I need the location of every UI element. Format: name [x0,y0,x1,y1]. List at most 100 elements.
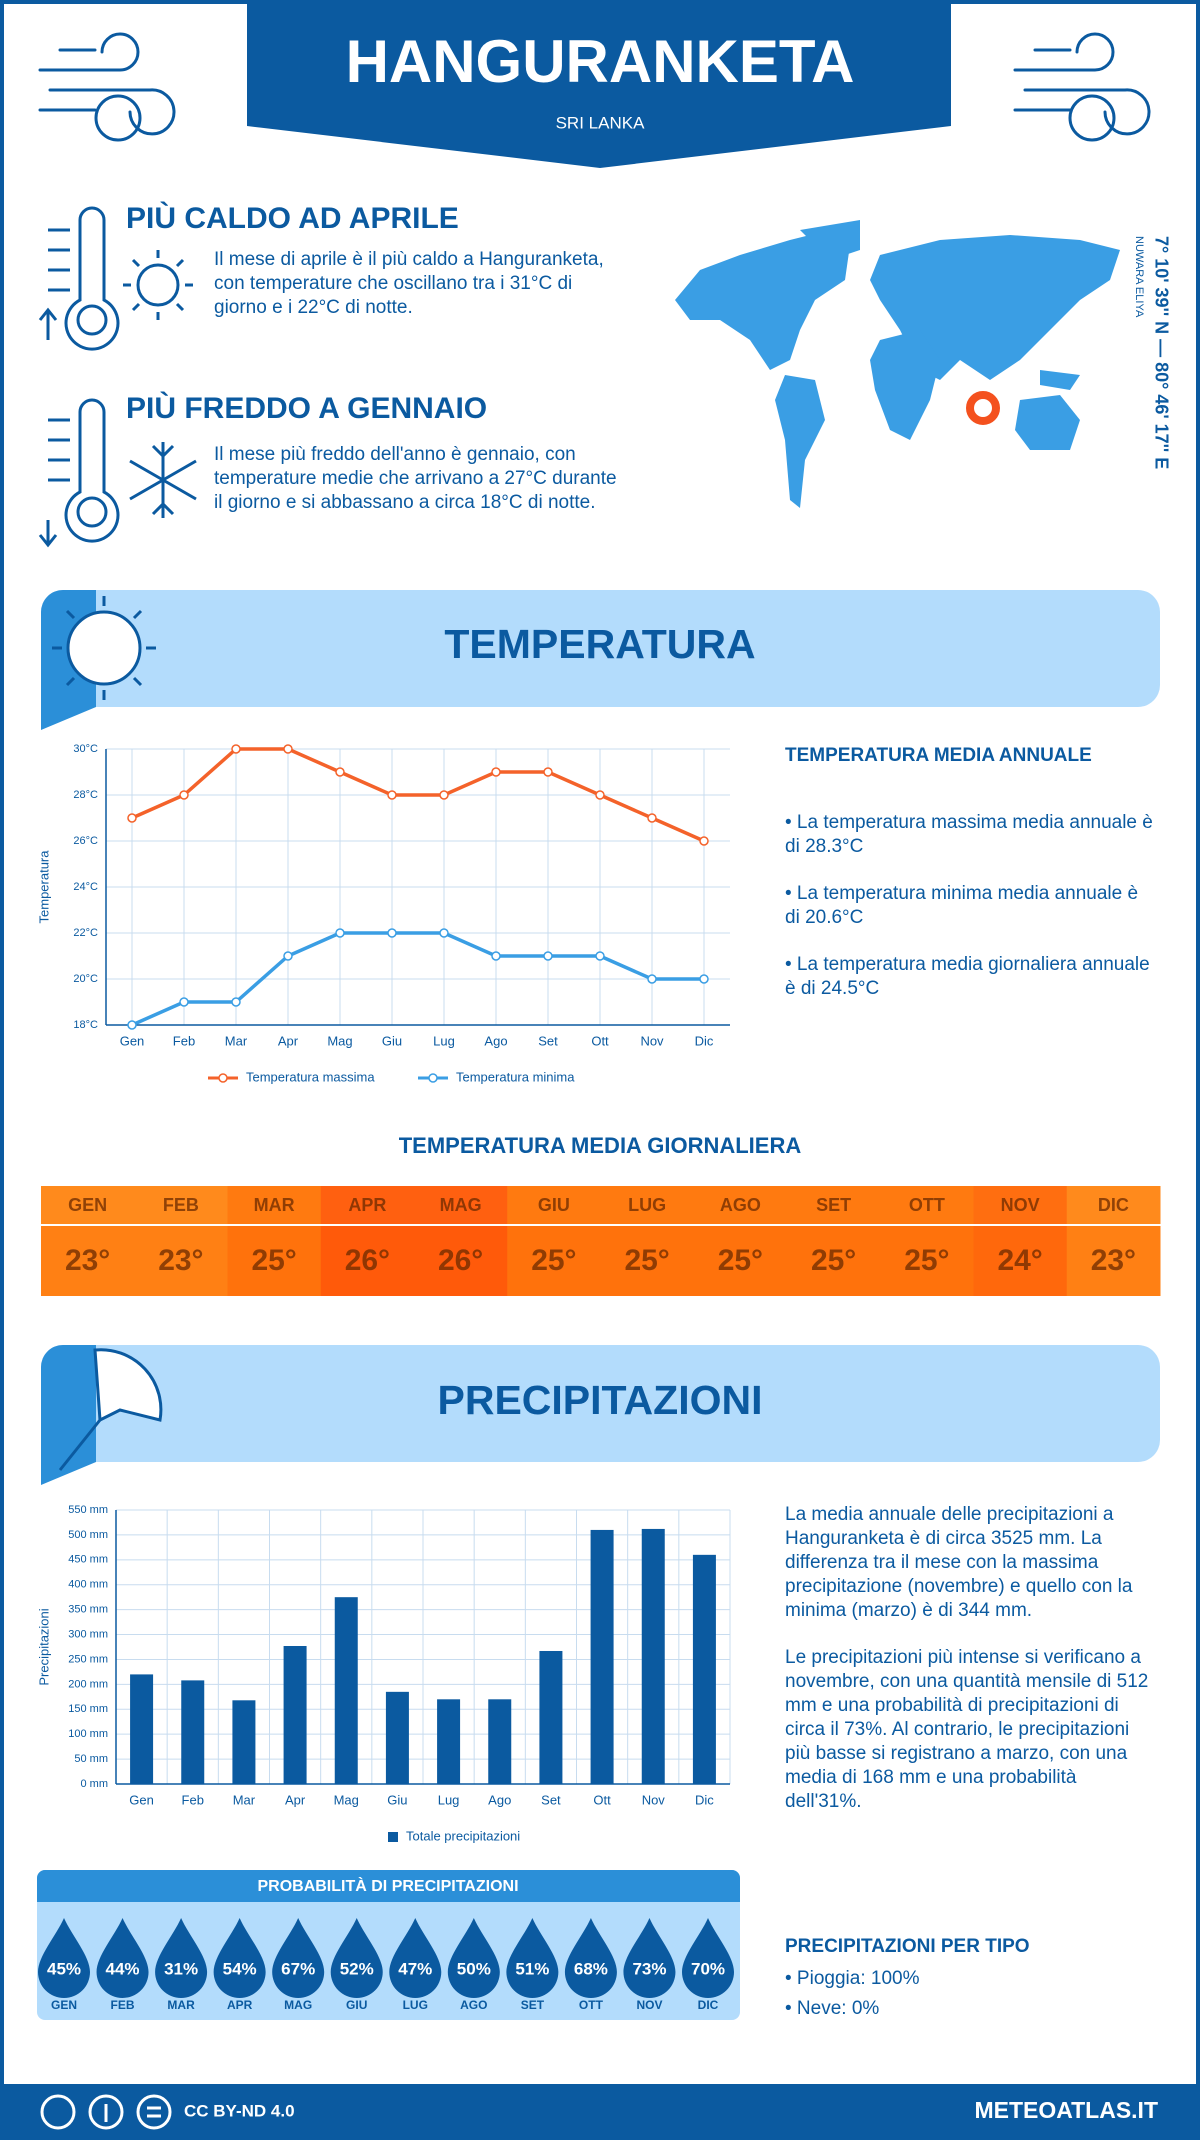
y-tick-label: 550 mm [68,1504,108,1516]
month-label: OTT [579,1998,604,2012]
highlight-title: PIÙ CALDO AD APRILE [126,202,459,235]
month-label: AGO [720,1195,761,1215]
month-label: GIU [346,1998,367,2012]
month-label: FEB [111,1998,135,2012]
probability-header [37,1870,740,1902]
probability-label: 67% [281,1959,315,1978]
value-cell [973,1226,1068,1296]
month-label: APR [227,1998,253,2012]
drop [623,1918,676,1998]
month-label: MAG [284,1998,312,2012]
x-tick-label: Apr [278,1033,299,1048]
bar [385,1691,409,1784]
temperature-label: 26° [345,1244,390,1277]
point [231,744,241,754]
highlight-title: PIÙ FREDDO A GENNAIO [126,392,488,425]
bar [641,1528,665,1784]
drop [506,1918,559,1998]
x-tick-label: Feb [182,1792,204,1807]
temperature-label: 25° [251,1244,296,1277]
y-tick-label: 300 mm [68,1628,108,1640]
x-tick-label: Ott [593,1792,611,1807]
x-tick-label: Mar [225,1033,248,1048]
type-title: PRECIPITAZIONI PER TIPO [785,1936,1030,1957]
month-label: GIU [538,1195,570,1215]
month-label: MAR [167,1998,195,2012]
month-header-cell [693,1186,788,1224]
drop [330,1918,383,1998]
point [439,928,449,938]
banner-accent [41,1345,96,1485]
region: NUWARA ELIYA [1133,236,1145,318]
license-icons [40,2094,172,2130]
value-cell [507,1226,601,1296]
month-label: NOV [1001,1195,1040,1215]
probability-label: 44% [106,1959,140,1978]
y-tick-label: 30°C [73,743,98,755]
probability-label: 70% [691,1959,725,1978]
y-tick-label: 100 mm [68,1728,108,1740]
temperature-label: 26° [438,1244,483,1277]
footer-bar [0,2084,1200,2140]
section-title: TEMPERATURA [444,621,755,667]
point [335,767,345,777]
temperature-label: 25° [904,1244,949,1277]
bar [130,1674,154,1784]
point [491,767,501,777]
summary-title: TEMPERATURA MEDIA ANNUALE [785,745,1092,766]
month-header-cell [320,1186,415,1224]
bar [232,1700,256,1784]
y-tick-label: 18°C [73,1019,98,1031]
coordinates: 7° 10' 39'' N — 80° 46' 17'' E [1151,236,1171,469]
license: CC BY-ND 4.0 [184,2101,295,2120]
drop [38,1918,90,1998]
temperature-label: 24° [997,1244,1042,1277]
highlight-text: Il mese più freddo dell'anno è gennaio, … [214,444,617,513]
drop [389,1918,442,1998]
point [127,813,137,823]
legend-swatch [428,1073,438,1083]
value-cell [320,1226,415,1296]
thermometer-icons [38,206,197,548]
probability-label: 54% [223,1959,257,1978]
x-tick-label: Giu [382,1033,402,1048]
month-label: FEB [163,1195,199,1215]
probability-label: 47% [398,1959,432,1978]
month-header-cell [134,1186,228,1224]
drop [447,1918,500,1998]
y-tick-label: 24°C [73,881,98,893]
temperature-label: 25° [624,1244,669,1277]
probability-title: PROBABILITÀ DI PRECIPITAZIONI [257,1876,518,1895]
value-cell [227,1226,322,1296]
month-label: APR [348,1195,386,1215]
month-header-cell [1066,1186,1161,1224]
x-tick-label: Dic [695,1033,714,1048]
x-tick-label: Mag [334,1792,359,1807]
month-header-cell [41,1186,135,1224]
probability-box [37,1870,740,2020]
y-tick-label: 400 mm [68,1579,108,1591]
month-label: MAG [440,1195,482,1215]
legend-label: Totale precipitazioni [406,1828,520,1843]
point [283,951,293,961]
x-tick-label: Giu [387,1792,407,1807]
bar [181,1680,205,1784]
y-tick-label: 22°C [73,927,98,939]
month-label: SET [521,1998,545,2012]
month-header-cell [973,1186,1068,1224]
y-axis-label: Temperatura [36,850,51,924]
x-tick-label: Ago [488,1792,511,1807]
probability-label: 31% [164,1959,198,1978]
temperature-label: 25° [531,1244,576,1277]
temperature-label: 23° [1091,1244,1136,1277]
y-tick-label: 150 mm [68,1703,108,1715]
summary-bullet: • La temperatura minima media annuale è … [785,883,1139,928]
drop [564,1918,617,1998]
x-tick-label: Nov [642,1792,666,1807]
umbrella-icon [58,1348,163,1471]
point [231,997,241,1007]
y-tick-label: 28°C [73,789,98,801]
x-tick-label: Lug [433,1033,455,1048]
